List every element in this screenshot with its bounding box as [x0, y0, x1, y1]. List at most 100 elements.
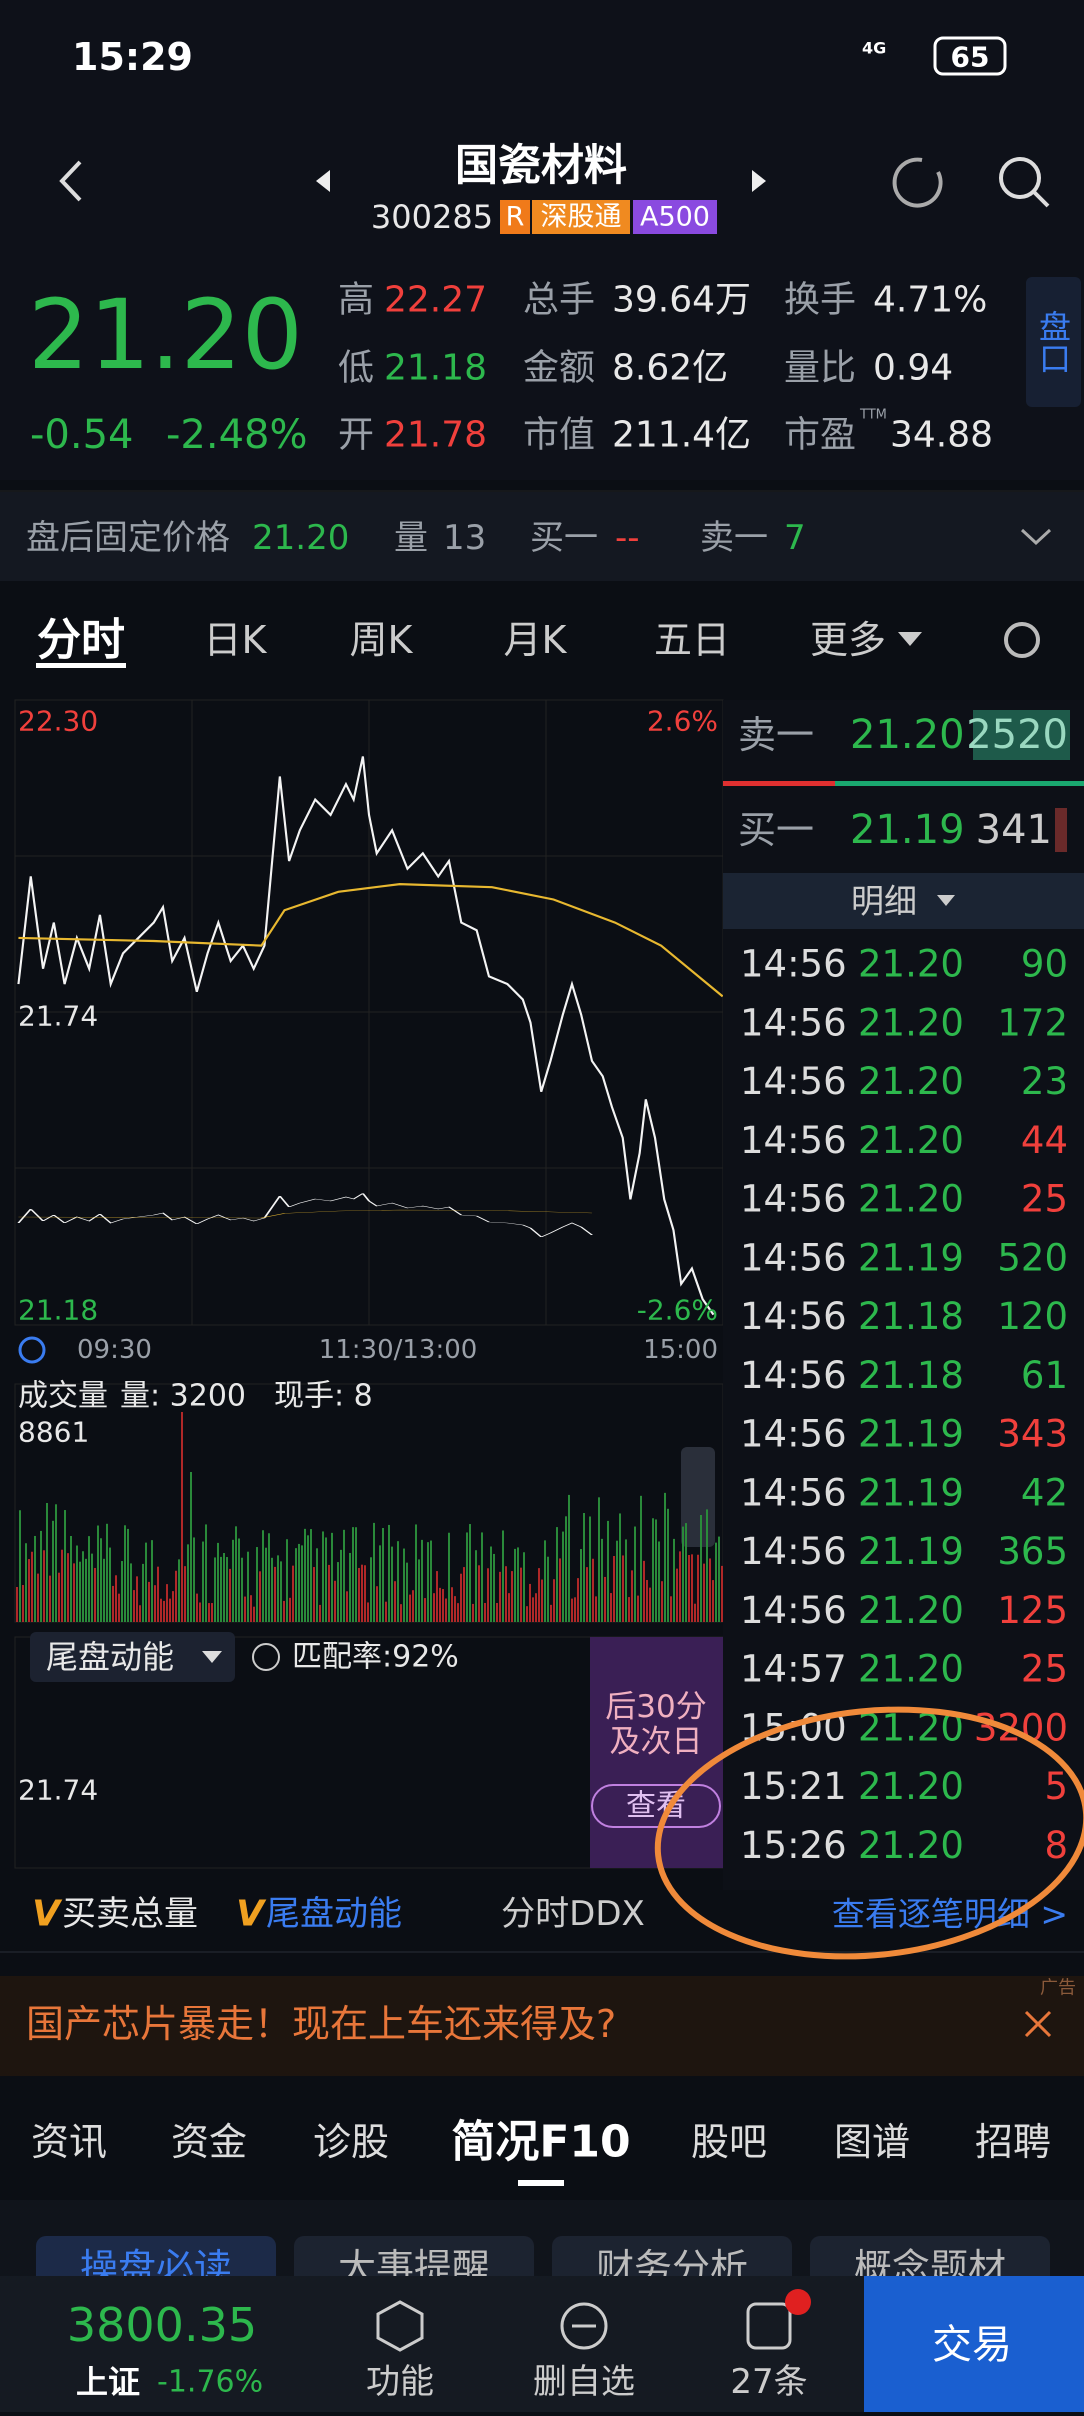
f10-tab: 图谱 — [834, 2120, 910, 2164]
index-name: 上证 — [76, 2363, 140, 2401]
ad-close[interactable] — [1024, 2010, 1052, 2038]
annotation-circle — [654, 1706, 1084, 1960]
stat-label: 高 — [338, 280, 374, 321]
trade-price: 21.20 — [858, 1060, 964, 1103]
trade-qty: 90 — [1021, 943, 1068, 986]
volume-bar — [382, 1528, 384, 1622]
volume-max: 8861 — [18, 1416, 89, 1449]
v-icon: V — [32, 1894, 63, 1935]
volume-bar — [706, 1509, 708, 1622]
volume-bar — [583, 1512, 585, 1622]
volume-bar — [376, 1586, 378, 1622]
volume-bar — [22, 1585, 24, 1622]
settings-icon[interactable] — [1004, 622, 1040, 658]
volume-bar — [127, 1528, 129, 1622]
volume-bar — [484, 1602, 486, 1622]
volume-bar — [82, 1551, 84, 1622]
volume-bar — [634, 1526, 636, 1622]
volume-bar — [547, 1556, 549, 1622]
volume-bar — [652, 1518, 654, 1622]
after-hours: 13 — [443, 518, 486, 558]
trade-time: 14:56 — [740, 1178, 847, 1221]
volume-bar — [319, 1604, 321, 1622]
trade-time: 14:56 — [740, 1119, 847, 1162]
volume-bar — [331, 1532, 333, 1622]
volume-bar — [394, 1581, 396, 1622]
trade-button[interactable] — [864, 2276, 1084, 2412]
tag: A500 — [640, 202, 710, 233]
refresh-icon[interactable] — [892, 157, 943, 208]
side-button[interactable] — [1026, 277, 1081, 407]
volume-bar — [454, 1596, 456, 1622]
trade-price: 21.20 — [858, 1648, 964, 1691]
volume-bar — [232, 1539, 234, 1622]
trade-qty: 5 — [1044, 1765, 1068, 1808]
volume-bar — [664, 1492, 666, 1622]
volume-bar — [346, 1591, 348, 1622]
y-label: 22.30 — [18, 705, 98, 738]
volume-bar — [370, 1557, 372, 1622]
volume-bar — [262, 1530, 264, 1622]
volume-bar — [169, 1598, 171, 1622]
bid-price: 21.19 — [850, 807, 965, 853]
nav-item: 功能 — [366, 2362, 434, 2402]
after-hours: -- — [615, 518, 640, 558]
volume-bar — [19, 1510, 21, 1622]
indicator-tab: 尾盘动能 — [266, 1894, 402, 1934]
volume-bar — [661, 1581, 663, 1622]
volume-bar — [460, 1573, 462, 1622]
volume-bar — [511, 1571, 513, 1622]
stat-value: 8.62亿 — [612, 348, 728, 389]
volume-bar — [385, 1601, 387, 1622]
stat-value: 21.18 — [384, 348, 487, 389]
search-icon[interactable] — [999, 157, 1041, 199]
volume-bar — [220, 1556, 222, 1622]
prev-icon[interactable] — [316, 170, 330, 192]
question-icon[interactable] — [746, 2302, 792, 2350]
trade-price: 21.19 — [858, 1236, 964, 1279]
time-label: 11:30/13:00 — [319, 1335, 478, 1365]
trade-price: 21.19 — [858, 1530, 964, 1573]
volume-bar — [115, 1575, 117, 1622]
volume-bar — [139, 1605, 141, 1622]
volume-bar — [655, 1519, 657, 1622]
battery-level: 65 — [951, 41, 990, 74]
back-icon[interactable] — [59, 160, 82, 202]
volume-bar — [685, 1523, 687, 1622]
volume-bar — [151, 1540, 153, 1622]
volume-bar — [427, 1542, 429, 1622]
header-bg — [0, 0, 1084, 480]
trade-time: 14:56 — [740, 1236, 847, 1279]
view-button[interactable] — [591, 1784, 721, 1828]
volume-bar — [313, 1567, 315, 1622]
ask-price: 21.20 — [850, 712, 965, 758]
volume-bar — [517, 1547, 519, 1622]
indicator-select[interactable] — [30, 1632, 235, 1682]
volume-bar — [175, 1570, 177, 1622]
function-icon[interactable] — [376, 2300, 424, 2352]
volume-bar — [352, 1527, 354, 1622]
trade-qty: 520 — [997, 1236, 1068, 1279]
v-icon: V — [236, 1894, 267, 1935]
next-icon[interactable] — [752, 170, 766, 192]
nav-item: 27条 — [730, 2362, 807, 2402]
volume-bar — [25, 1543, 27, 1622]
trade-price: 21.19 — [858, 1471, 964, 1514]
chart-toggle[interactable] — [18, 1336, 46, 1364]
detail-link[interactable]: 查看逐笔明细 > — [832, 1895, 1068, 1934]
volume-bar — [463, 1567, 465, 1622]
volume-bar — [562, 1531, 564, 1622]
volume-bar — [136, 1576, 138, 1622]
stat-value: 39.64万 — [612, 280, 751, 321]
volume-bar — [43, 1550, 45, 1622]
trade-label: 交易 — [932, 2322, 1012, 2368]
trade-qty: 3200 — [974, 1706, 1068, 1749]
trade-time: 14:56 — [740, 1471, 847, 1514]
volume-bar — [31, 1551, 33, 1622]
y-label: 21.18 — [18, 1294, 98, 1327]
price: 21.20 — [28, 279, 303, 391]
remove-icon[interactable] — [560, 2302, 608, 2350]
volume-bar — [274, 1566, 276, 1622]
volume-bar — [493, 1553, 495, 1622]
pct-label: -2.6% — [637, 1294, 718, 1327]
